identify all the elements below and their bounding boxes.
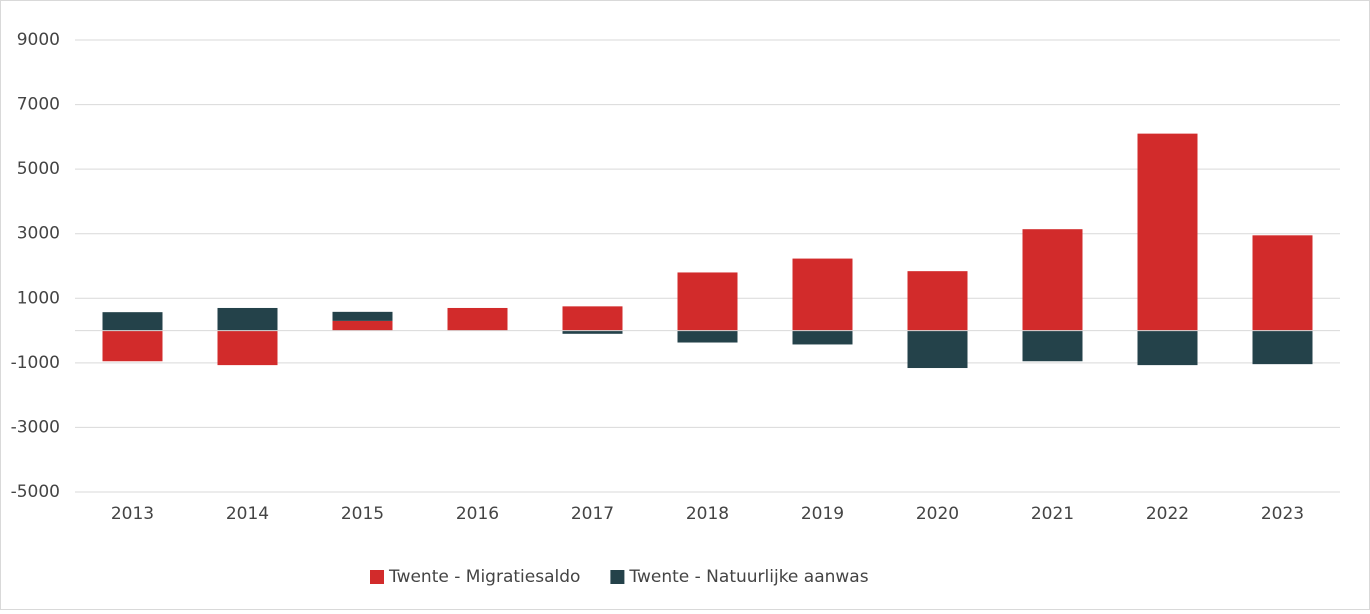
bar [1137,133,1198,331]
x-tick-label: 2016 [456,504,499,524]
y-tick-label: -5000 [11,482,60,502]
legend-swatch [610,570,625,584]
y-tick-label: -3000 [11,417,60,437]
bar [1252,330,1313,365]
bar [907,330,968,369]
x-tick-label: 2021 [1031,504,1074,524]
legend-swatch [370,570,384,584]
bar [792,258,853,331]
bar [1022,330,1083,362]
x-tick-label: 2018 [686,504,729,524]
bar [907,271,968,331]
bar [792,330,853,345]
bar [102,312,163,331]
bar [332,320,393,331]
x-tick-label: 2013 [111,504,154,524]
bar [677,330,738,343]
bar [1252,235,1313,331]
x-tick-label: 2017 [571,504,614,524]
bar [217,307,278,331]
y-tick-label: 9000 [17,30,60,50]
x-tick-label: 2019 [801,504,844,524]
bar [1137,330,1198,366]
x-tick-label: 2023 [1261,504,1304,524]
y-tick-label: -1000 [11,353,60,373]
y-tick-label: 1000 [17,288,60,308]
bar [562,330,623,334]
bar [332,311,393,321]
x-tick-label: 2020 [916,504,959,524]
bar [102,330,163,362]
bar [562,306,623,331]
x-tick-label: 2022 [1146,504,1189,524]
legend-label: Twente - Natuurlijke aanwas [628,567,868,587]
x-tick-label: 2015 [341,504,384,524]
bar [447,307,508,331]
bar [1022,229,1083,331]
y-tick-label: 5000 [17,159,60,179]
y-tick-label: 7000 [17,95,60,115]
legend-label: Twente - Migratiesaldo [388,567,580,587]
y-tick-label: 3000 [17,224,60,244]
bar [217,330,278,366]
x-tick-label: 2014 [226,504,269,524]
bar [677,272,738,331]
